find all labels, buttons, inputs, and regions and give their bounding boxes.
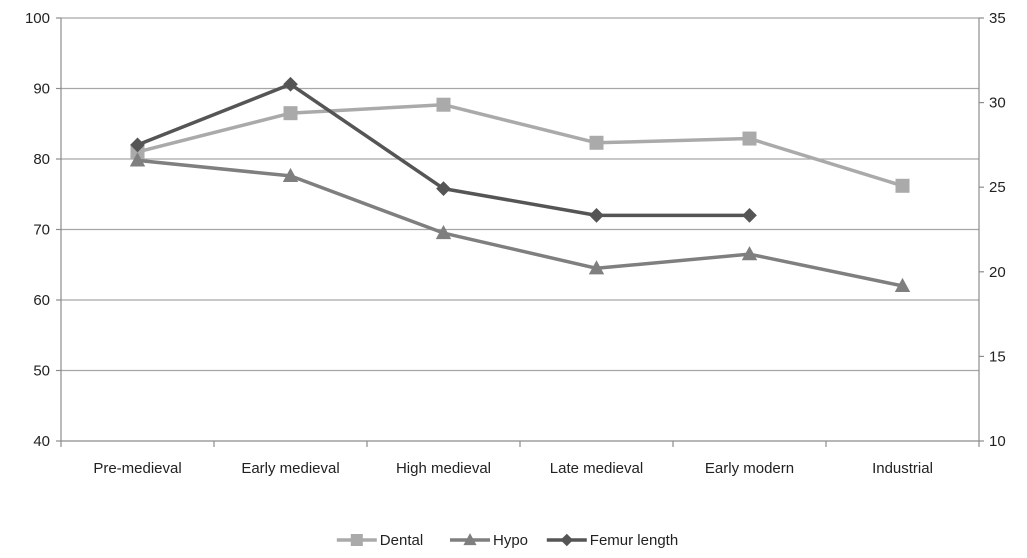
series-line xyxy=(137,102,904,188)
square-marker xyxy=(350,534,363,546)
triangle-marker xyxy=(129,152,146,167)
left-tick-label: 100 xyxy=(25,10,50,27)
x-axis-tick-labels: Pre-medieval Early medieval High medieval L… xyxy=(93,460,933,477)
diamond-marker xyxy=(560,533,574,547)
left-tick-label: 60 xyxy=(33,292,50,309)
legend-label: Hypo xyxy=(493,532,528,549)
left-tick-label: 90 xyxy=(33,81,50,98)
x-tick-label: High medieval xyxy=(396,460,491,477)
square-marker xyxy=(436,97,451,112)
diamond-marker xyxy=(436,181,451,196)
x-tick-label: Early medieval xyxy=(241,460,339,477)
triangle-marker xyxy=(282,167,299,182)
left-tick-label: 50 xyxy=(33,363,50,380)
legend-label: Dental xyxy=(380,532,423,549)
left-tick-label: 70 xyxy=(33,222,50,239)
left-axis-tick-labels: 40 50 60 70 80 90 100 xyxy=(25,10,50,450)
legend-item-dental: Dental xyxy=(336,532,423,549)
legend-item-femur-length: Femur length xyxy=(546,532,678,549)
triangle-marker xyxy=(588,260,605,275)
right-tick-label: 25 xyxy=(989,179,1006,196)
series-hypo xyxy=(129,152,911,292)
x-tick-label: Pre-medieval xyxy=(93,460,181,477)
x-tick-label: Late medieval xyxy=(550,460,643,477)
x-tick-label: Industrial xyxy=(872,460,933,477)
diamond-marker xyxy=(283,76,298,92)
legend-item-hypo: Hypo xyxy=(450,532,528,549)
square-marker xyxy=(895,178,910,193)
right-tick-label: 15 xyxy=(989,348,1006,365)
right-tick-label: 30 xyxy=(989,95,1006,112)
legend: Dental Hypo Femur length xyxy=(336,532,678,549)
right-tick-label: 20 xyxy=(989,264,1006,281)
right-tick-label: 35 xyxy=(989,10,1006,27)
axes xyxy=(56,17,984,447)
series-dental xyxy=(130,97,910,193)
triangle-marker xyxy=(741,246,758,261)
right-axis-tick-labels: 10 15 20 25 30 35 xyxy=(989,10,1006,450)
series-lines xyxy=(129,76,911,292)
triangle-marker xyxy=(435,224,452,240)
left-tick-label: 80 xyxy=(33,151,50,168)
square-marker xyxy=(283,106,298,121)
triangle-marker xyxy=(894,277,911,292)
square-marker xyxy=(742,131,757,146)
left-tick-label: 40 xyxy=(33,433,50,450)
series-femur-length xyxy=(130,76,757,223)
legend-label: Femur length xyxy=(590,532,678,549)
square-marker xyxy=(589,135,604,150)
triangle-marker xyxy=(463,533,477,546)
x-tick-label: Early modern xyxy=(705,460,794,477)
diamond-marker xyxy=(589,208,604,223)
diamond-marker xyxy=(130,137,145,153)
diamond-marker xyxy=(742,208,757,223)
series-line xyxy=(137,158,903,288)
gridlines xyxy=(61,17,979,372)
right-tick-label: 10 xyxy=(989,433,1006,450)
